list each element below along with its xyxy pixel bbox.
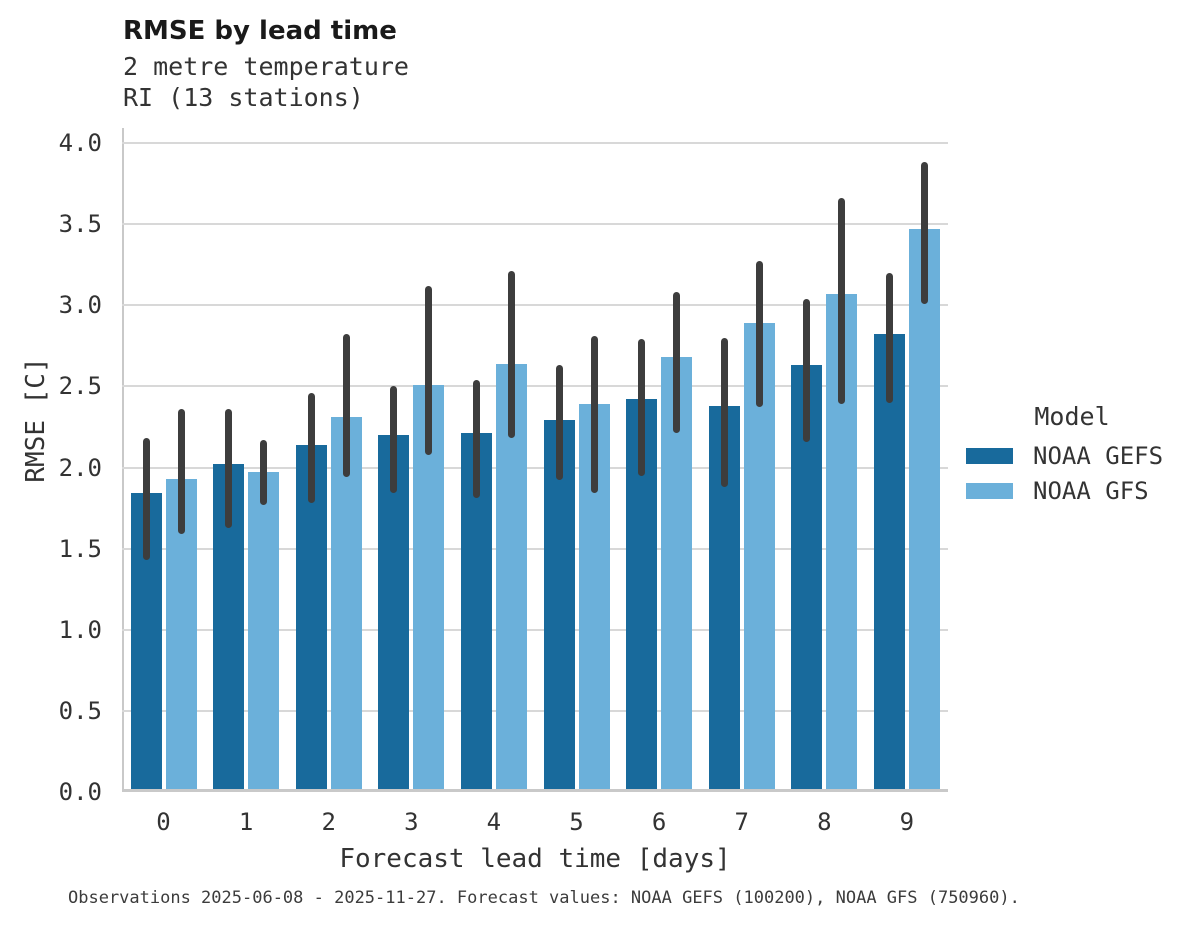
legend-title: Model bbox=[1034, 402, 1110, 431]
legend-swatch-noaa-gefs-icon bbox=[966, 448, 1013, 464]
bar-noaa-gfs-lead-9 bbox=[908, 229, 940, 792]
x-axis-spine bbox=[122, 789, 948, 792]
legend-item: NOAA GEFS bbox=[966, 442, 1178, 470]
x-axis-label: Forecast lead time [days] bbox=[339, 844, 731, 874]
y-tick-3.5: 3.5 bbox=[58, 210, 102, 239]
errorbar-noaa-gfs-lead-3 bbox=[425, 285, 433, 455]
errorbar-noaa-gefs-lead-8 bbox=[803, 298, 811, 442]
errorbar-noaa-gefs-lead-2 bbox=[307, 392, 315, 504]
errorbar-noaa-gefs-lead-9 bbox=[885, 272, 893, 403]
chart-title: RMSE by lead time bbox=[123, 16, 397, 46]
plot-area bbox=[122, 128, 948, 792]
errorbar-noaa-gfs-lead-6 bbox=[673, 292, 681, 434]
errorbar-noaa-gfs-lead-4 bbox=[507, 271, 515, 439]
legend: Model NOAA GEFS NOAA GFS bbox=[966, 402, 1178, 513]
errorbar-noaa-gefs-lead-3 bbox=[390, 386, 398, 494]
gridline-4.0 bbox=[122, 142, 948, 144]
chart-subtitle-region: RI (13 stations) bbox=[123, 83, 364, 112]
errorbar-noaa-gfs-lead-0 bbox=[177, 409, 185, 534]
x-tick-2: 2 bbox=[321, 808, 336, 836]
x-tick-5: 5 bbox=[569, 808, 584, 836]
errorbar-noaa-gfs-lead-9 bbox=[920, 162, 928, 304]
x-tick-3: 3 bbox=[404, 808, 419, 836]
y-tick-0.5: 0.5 bbox=[58, 696, 102, 725]
y-axis-spine bbox=[122, 128, 124, 792]
x-tick-1: 1 bbox=[238, 808, 254, 836]
legend-swatch-noaa-gfs-icon bbox=[966, 483, 1013, 499]
caption: Observations 2025-06-08 - 2025-11-27. Fo… bbox=[68, 888, 1020, 908]
errorbar-noaa-gfs-lead-5 bbox=[590, 336, 598, 494]
errorbar-noaa-gefs-lead-4 bbox=[472, 379, 480, 499]
y-tick-2.0: 2.0 bbox=[58, 453, 102, 482]
bar-noaa-gefs-lead-3 bbox=[378, 435, 410, 792]
gridline-1.0 bbox=[122, 628, 948, 631]
errorbar-noaa-gefs-lead-6 bbox=[638, 339, 646, 476]
bar-noaa-gefs-lead-9 bbox=[873, 334, 905, 792]
gridline-3.5 bbox=[122, 223, 948, 226]
chart-subtitle-variable: 2 metre temperature bbox=[123, 52, 409, 81]
errorbar-noaa-gefs-lead-1 bbox=[225, 409, 233, 528]
errorbar-noaa-gfs-lead-7 bbox=[755, 261, 763, 408]
errorbar-noaa-gefs-lead-0 bbox=[142, 438, 150, 560]
x-tick-4: 4 bbox=[486, 808, 502, 836]
gridline-3.0 bbox=[122, 304, 948, 307]
legend-label-noaa-gefs: NOAA GEFS bbox=[1033, 442, 1164, 470]
y-tick-2.5: 2.5 bbox=[58, 372, 102, 401]
bar-noaa-gfs-lead-2 bbox=[330, 417, 362, 792]
gridline-2.5 bbox=[122, 385, 948, 388]
x-tick-7: 7 bbox=[734, 808, 749, 836]
gridline-0.5 bbox=[122, 709, 948, 712]
bar-noaa-gefs-lead-5 bbox=[543, 420, 575, 792]
errorbar-noaa-gefs-lead-5 bbox=[555, 365, 563, 481]
legend-label-noaa-gfs: NOAA GFS bbox=[1033, 477, 1149, 505]
bar-noaa-gfs-lead-1 bbox=[248, 472, 280, 792]
legend-item: NOAA GFS bbox=[966, 477, 1178, 505]
y-tick-4.0: 4.0 bbox=[58, 129, 102, 157]
x-tick-8: 8 bbox=[817, 808, 832, 836]
errorbar-noaa-gfs-lead-2 bbox=[342, 334, 350, 478]
x-tick-9: 9 bbox=[899, 808, 915, 836]
errorbar-noaa-gfs-lead-1 bbox=[260, 439, 268, 505]
y-tick-1.0: 1.0 bbox=[58, 615, 102, 644]
errorbar-noaa-gfs-lead-8 bbox=[838, 198, 846, 405]
y-tick-1.5: 1.5 bbox=[58, 534, 102, 563]
gridline-2.0 bbox=[122, 466, 948, 469]
x-tick-6: 6 bbox=[651, 808, 667, 836]
y-tick-3.0: 3.0 bbox=[58, 291, 102, 320]
gridline-1.5 bbox=[122, 547, 948, 550]
x-tick-0: 0 bbox=[156, 808, 171, 836]
y-tick-0.0: 0.0 bbox=[58, 778, 102, 806]
errorbar-noaa-gefs-lead-7 bbox=[720, 337, 728, 487]
